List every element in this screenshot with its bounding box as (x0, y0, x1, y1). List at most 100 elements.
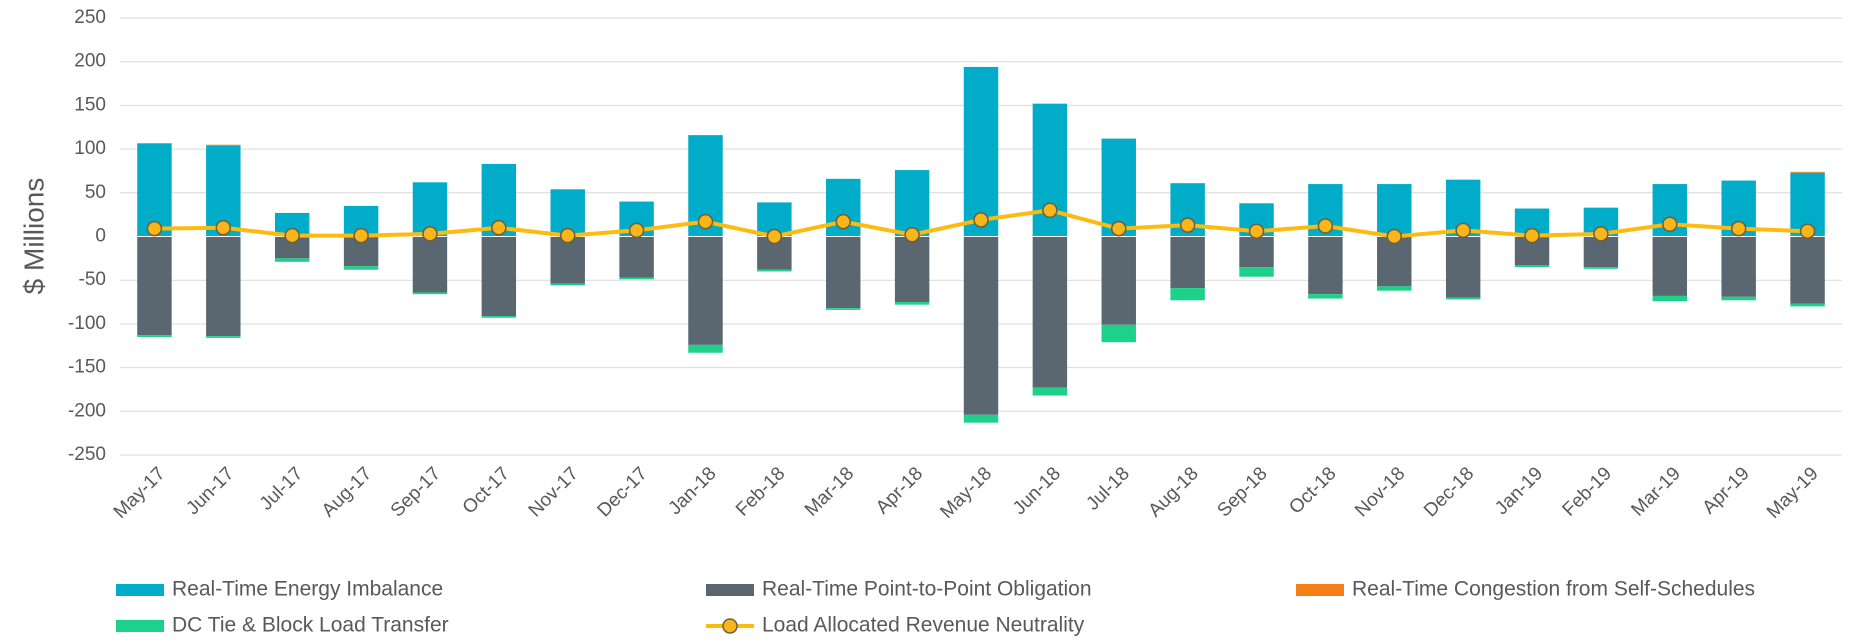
legend-label: DC Tie & Block Load Transfer (172, 614, 449, 637)
bar-segment (137, 236, 172, 336)
y-tick-label: 50 (85, 182, 106, 203)
bar-segment (826, 236, 861, 309)
bar-segment (550, 283, 585, 286)
legend-label: Real-Time Energy Imbalance (172, 578, 443, 601)
line-marker (215, 220, 232, 236)
line-marker (559, 227, 576, 244)
bar-segment (274, 236, 310, 259)
line-marker (1662, 216, 1678, 233)
y-tick-label: -100 (68, 313, 106, 334)
x-tick-label: Nov-18 (1351, 463, 1409, 521)
legend-label: Real-Time Congestion from Self-Schedules (1352, 578, 1755, 601)
line-marker (1455, 222, 1471, 239)
y-tick-label: -200 (68, 400, 106, 421)
bar-segment (1101, 236, 1136, 325)
line-marker (1386, 228, 1403, 245)
bar-segment (412, 292, 448, 295)
line-marker (1593, 226, 1609, 242)
legend-swatch (706, 584, 754, 596)
bar-segment (206, 336, 241, 338)
bar-segment (1790, 303, 1825, 307)
bar-segment (1032, 236, 1068, 388)
y-tick-label: -150 (68, 357, 106, 378)
x-tick-label: Dec-18 (1420, 463, 1478, 521)
bar-segment (1377, 184, 1412, 237)
line-marker (697, 213, 714, 230)
x-tick-label: Dec-17 (594, 463, 652, 521)
x-tick-label: Sep-18 (1213, 463, 1271, 521)
x-tick-label: Oct-18 (1285, 463, 1340, 518)
x-tick-label: May-19 (1763, 463, 1823, 523)
bar-segment (1170, 236, 1205, 289)
y-tick-label: 100 (74, 138, 106, 159)
x-tick-label: Mar-19 (1627, 463, 1684, 520)
line-marker (1179, 217, 1196, 233)
line-marker (835, 213, 851, 230)
line-marker (973, 212, 989, 228)
line-marker (1042, 202, 1058, 219)
x-tick-label: Mar-18 (801, 463, 858, 520)
bar-segment (963, 66, 999, 237)
line-marker (904, 227, 920, 243)
bar-segment (619, 236, 654, 278)
x-tick-label: Sep-17 (387, 463, 445, 521)
y-tick-label: 0 (95, 226, 106, 247)
line-marker (491, 220, 507, 236)
bar-segment (1445, 297, 1481, 300)
x-tick-label: Jul-17 (256, 463, 307, 514)
bar-segment (274, 258, 310, 262)
line-marker (353, 227, 369, 244)
bar-segment (1721, 236, 1756, 297)
line-marker (766, 228, 783, 245)
line-marker (1524, 227, 1540, 244)
legend-swatch (1296, 584, 1344, 596)
x-tick-label: Jun-18 (1009, 463, 1065, 519)
bar-segment (688, 344, 723, 353)
bar-segment (274, 212, 310, 237)
line-marker (1730, 220, 1747, 237)
x-tick-label: Oct-17 (459, 463, 514, 518)
bar-segment (481, 316, 517, 318)
bar-segment (343, 266, 379, 270)
bar-segment (1583, 267, 1619, 269)
line-marker (1111, 220, 1127, 237)
bar-segment (1239, 236, 1274, 268)
bar-segment (1377, 236, 1412, 287)
x-tick-label: Jan-19 (1491, 463, 1547, 519)
bar-segment (1652, 295, 1688, 302)
bar-segment (206, 236, 241, 337)
x-tick-label: Apr-18 (872, 463, 927, 518)
bar-segment (1101, 324, 1136, 343)
bar-segment (1790, 171, 1825, 173)
line-marker (1799, 223, 1816, 240)
bar-segment (137, 142, 172, 144)
y-tick-label: 250 (74, 7, 106, 28)
y-tick-label: -50 (79, 269, 106, 290)
bar-segment (1377, 286, 1412, 291)
bar-segment (894, 236, 930, 303)
y-tick-label: 150 (74, 94, 106, 115)
bar-segment (826, 308, 861, 310)
legend-swatch (722, 618, 738, 634)
line-marker (628, 222, 645, 239)
y-tick-label: -250 (68, 444, 106, 465)
line-marker (422, 226, 438, 242)
line-marker (1317, 218, 1334, 234)
bar-segment (137, 335, 172, 338)
legend-swatch (116, 584, 164, 596)
bar-segment (1721, 296, 1756, 301)
bar-segment (688, 236, 723, 345)
x-tick-label: Feb-18 (732, 463, 789, 520)
x-tick-label: Apr-19 (1699, 463, 1754, 518)
bar-segment (1032, 387, 1068, 396)
bar-segment (1308, 236, 1343, 295)
x-tick-label: Aug-18 (1145, 463, 1203, 521)
bar-segment (963, 414, 999, 423)
legend-swatch (116, 620, 164, 632)
bar-segment (412, 236, 448, 293)
line-marker (284, 227, 300, 244)
x-tick-label: Jan-18 (665, 463, 721, 519)
bar-segment (1170, 288, 1205, 301)
legend-label: Load Allocated Revenue Neutrality (762, 614, 1085, 637)
